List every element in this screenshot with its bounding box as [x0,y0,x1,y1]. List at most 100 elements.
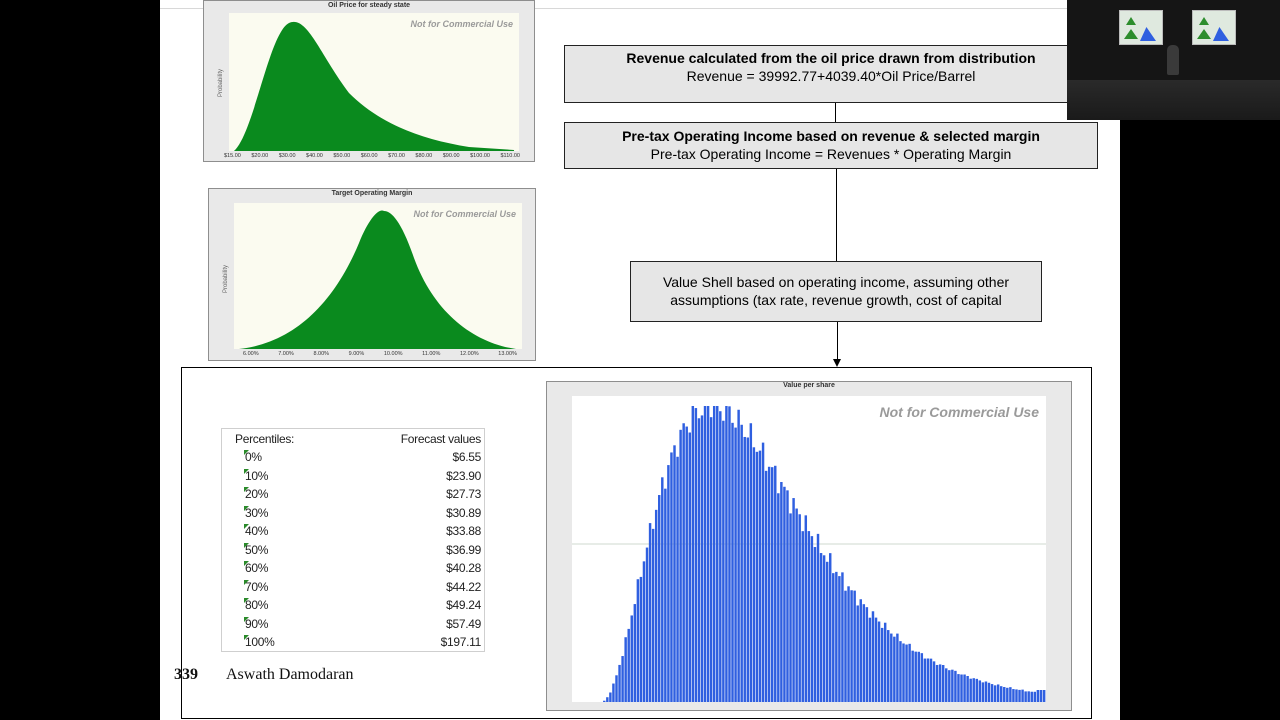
histogram-bar [1006,687,1009,702]
table-row: 0% $6.55 [235,450,481,468]
histogram-bar [783,486,786,702]
histogram-bar [685,426,688,702]
histogram-bar [816,533,820,702]
histogram-bar [716,406,719,702]
histogram-bar [862,604,866,702]
histogram-bar [1015,689,1018,702]
tick: 11.00% [422,351,441,357]
histogram-bar [917,651,920,702]
forecast-value: $27.73 [446,487,481,501]
histogram-bar [929,658,933,702]
tick: 10.00% [383,351,403,357]
histogram-bar [865,607,869,702]
tick: $100.00 [470,153,490,159]
histogram-bar [706,406,710,702]
histogram-bar [896,633,899,702]
histogram-bar [682,423,685,702]
percentile-label: 80% [235,598,268,616]
histogram-bar [749,423,753,702]
histogram-bar [807,531,811,702]
table-row: 90% $57.49 [235,616,481,635]
histogram-bar [880,627,884,702]
oil-chart-ylabel: Probability [218,68,224,97]
histogram-bar [935,664,939,702]
oil-chart-watermark: Not for Commercial Use [410,19,513,29]
histogram-bar [920,653,924,702]
histogram-bar [700,415,704,702]
tick: 6.00% [243,351,259,357]
histogram-bar [664,488,667,702]
oil-price-chart: Oil Price for steady state Probability N… [203,0,535,162]
histogram-bar [612,683,615,702]
histogram-bar [737,409,740,702]
histogram-bar [621,656,624,702]
histogram-bar [1009,687,1012,702]
percentile-label: 90% [235,616,268,635]
histogram-bar [1018,689,1021,702]
percentile-table-header: Percentiles: Forecast values [235,432,481,446]
table-row: 50% $36.99 [235,542,481,561]
operating-income-box-title: Pre-tax Operating Income based on revenu… [622,128,1040,144]
histogram-bar [999,686,1003,702]
operating-income-box-formula: Pre-tax Operating Income = Revenues * Op… [650,146,1012,162]
histogram-bar [719,411,722,702]
histogram-bar [722,420,725,702]
percentiles-header: Percentiles: [235,432,295,446]
value-per-share-chart: Value per share Not for Commercial Use [546,381,1072,711]
forecast-value: $30.89 [446,505,481,520]
histogram-bar [658,495,661,702]
histogram-bar [984,681,988,702]
author-name: Aswath Damodaran [226,666,354,683]
histogram-bar [786,490,789,702]
histogram-bar [825,561,829,702]
histogram-bar [871,611,875,702]
histogram-bar [945,668,948,702]
histogram-bar [887,630,890,702]
forecast-value: $57.49 [446,616,481,631]
connector-1 [835,103,836,122]
histogram-bar [954,670,957,702]
slide: Oil Price for steady state Probability N… [160,0,1120,720]
histogram-bar [777,493,780,702]
histogram-bar [688,432,691,702]
histogram-bar [743,436,746,702]
histogram-bar [899,641,902,702]
histogram-bar [938,664,942,702]
tick: 13.00% [498,351,517,357]
operating-income-box: Pre-tax Operating Income based on revenu… [564,122,1098,169]
histogram-bar [832,573,835,702]
histogram-bar [1042,690,1046,702]
histogram-bar [957,674,960,702]
tick: 8.00% [313,351,330,357]
histogram-bar [853,590,856,702]
histogram-bar [648,523,652,702]
histogram-bar [911,650,914,702]
histogram-bar [804,515,808,702]
connector-3 [837,322,838,360]
histogram-bar [633,604,637,702]
tick: $20.00 [251,153,269,159]
histogram-bar [645,547,649,702]
histogram-bar [975,678,979,702]
table-row: 40% $33.88 [235,524,481,542]
histogram-bar [993,685,997,702]
value-chart-plot [572,396,1046,702]
histogram-bar [981,682,985,702]
histogram-bar [728,406,731,702]
presenter-camera-feed [1067,0,1280,120]
oil-chart-xticks: $15.00 $20.00 $30.00 $40.00 $50.00 $60.0… [224,153,520,159]
camera-projector-screen-right [1192,10,1236,45]
histogram-bar [764,470,768,702]
margin-distribution-curve [239,210,516,349]
margin-chart-title: Target Operating Margin [331,190,413,197]
histogram-bar [627,628,630,702]
percentile-label: 10% [235,468,268,487]
histogram-bar [948,670,951,702]
page-number: 339 [174,666,198,683]
oil-distribution-curve [234,21,514,151]
histogram-bar [883,622,887,702]
top-divider [160,8,1120,9]
histogram-bar [798,514,801,702]
histogram-bar [624,637,627,702]
histogram-bar [1033,691,1037,702]
